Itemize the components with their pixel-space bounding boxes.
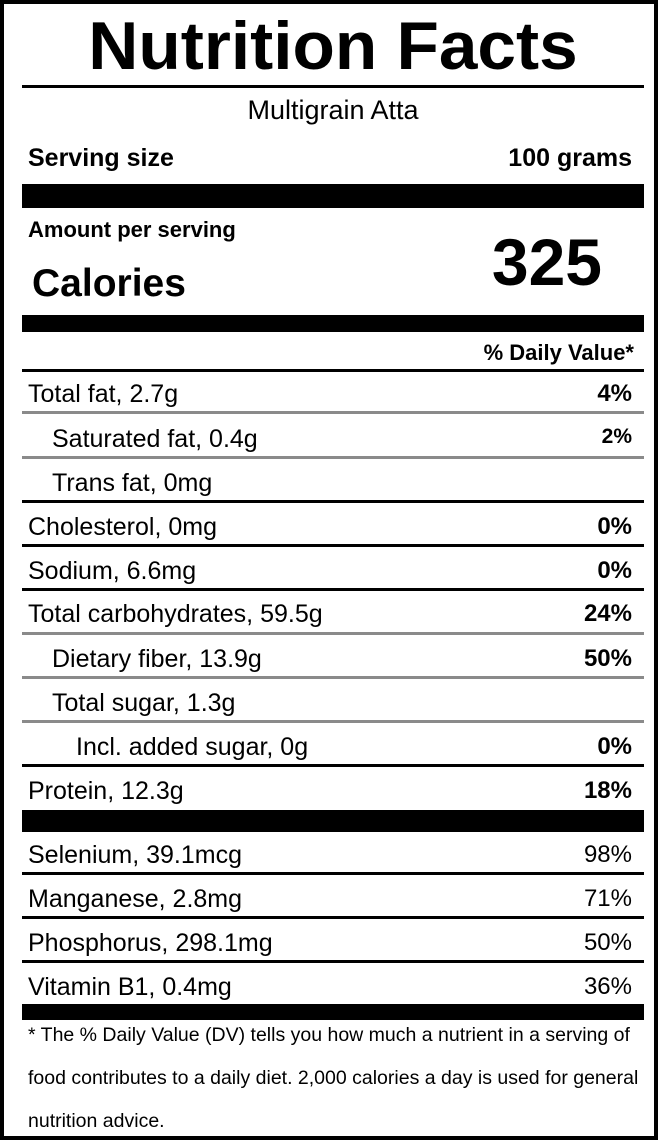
product-name: Multigrain Atta	[247, 95, 419, 125]
nutrient-dv-cholesterol: 0%	[597, 513, 632, 540]
nutrient-dv-total-fat: 4%	[597, 380, 632, 407]
micronutrient-dv-selenium: 98%	[583, 841, 632, 868]
row-divider	[22, 676, 644, 679]
nutrient-dv-added-sugar: 0%	[597, 733, 632, 760]
nutrient-name-total-fat: Total fat, 2.7g	[28, 380, 179, 408]
serving-size-value: 100 grams	[508, 144, 632, 172]
serving-size-label: Serving size	[28, 144, 174, 172]
row-divider	[22, 872, 644, 875]
micronutrient-dv-vitamin-b1: 36%	[583, 973, 632, 1000]
row-divider	[22, 764, 644, 767]
nutrient-dv-saturated-fat: 2%	[601, 425, 632, 448]
nutrient-name-cholesterol: Cholesterol, 0mg	[28, 513, 217, 541]
nutrient-name-sodium: Sodium, 6.6mg	[28, 557, 197, 585]
micronutrient-dv-phosphorus: 50%	[583, 929, 632, 956]
nutrient-dv-total-carbohydrates: 24%	[583, 600, 632, 627]
row-divider	[22, 960, 644, 963]
row-divider	[22, 916, 644, 919]
row-divider	[22, 411, 644, 414]
nutrient-name-trans-fat: Trans fat, 0mg	[52, 469, 213, 497]
micronutrient-dv-manganese: 71%	[583, 885, 632, 912]
row-divider	[22, 588, 644, 591]
micronutrient-name-manganese: Manganese, 2.8mg	[28, 885, 243, 913]
daily-value-header: % Daily Value*	[483, 340, 634, 365]
row-divider	[22, 720, 644, 723]
thick-rule-micronutrients	[22, 810, 644, 832]
nutrient-dv-protein: 18%	[583, 777, 632, 804]
thick-rule-top	[22, 184, 644, 208]
dv-header-rule	[22, 369, 644, 372]
nutrient-name-dietary-fiber: Dietary fiber, 13.9g	[52, 645, 262, 673]
label-title: Nutrition Facts	[88, 8, 578, 84]
micronutrient-name-phosphorus: Phosphorus, 298.1mg	[28, 929, 273, 957]
title-rule	[22, 85, 644, 88]
thick-rule-calories	[22, 315, 644, 332]
row-divider	[22, 632, 644, 635]
row-divider	[22, 456, 644, 459]
nutrient-name-total-carbohydrates: Total carbohydrates, 59.5g	[28, 600, 323, 628]
row-divider	[22, 544, 644, 547]
calories-value: 325	[491, 225, 602, 299]
nutrient-name-total-sugar: Total sugar, 1.3g	[52, 689, 236, 717]
row-divider	[22, 500, 644, 503]
thick-rule-footnote	[22, 1004, 644, 1020]
footnote: * The % Daily Value (DV) tells you how m…	[28, 1024, 639, 1132]
calories-label: Calories	[32, 262, 186, 305]
nutrient-name-saturated-fat: Saturated fat, 0.4g	[52, 425, 258, 453]
micronutrient-name-selenium: Selenium, 39.1mcg	[28, 841, 243, 869]
nutrient-name-added-sugar: Incl. added sugar, 0g	[76, 733, 309, 761]
nutrient-name-protein: Protein, 12.3g	[28, 777, 184, 805]
nutrient-dv-sodium: 0%	[597, 557, 632, 584]
nutrient-dv-dietary-fiber: 50%	[583, 645, 632, 672]
micronutrient-name-vitamin-b1: Vitamin B1, 0.4mg	[28, 973, 232, 1001]
amount-per-serving: Amount per serving	[28, 217, 236, 242]
